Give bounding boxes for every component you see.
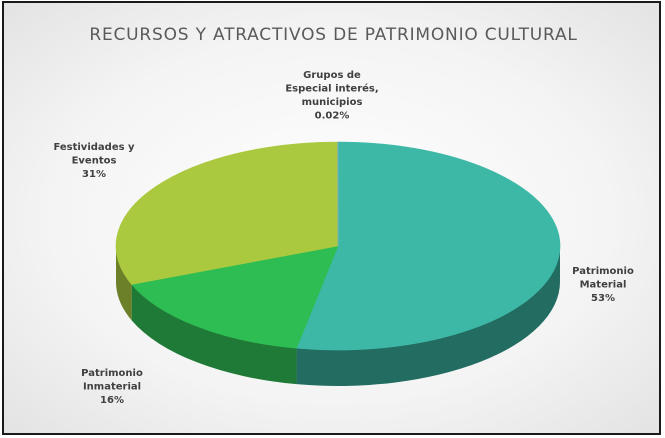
pie-side-patrimonio-material <box>296 246 561 386</box>
data-label-line: Especial interés, <box>285 83 378 95</box>
data-label-line: Patrimonio <box>572 266 634 277</box>
pie-side-festividades-y-eventos <box>116 246 132 321</box>
chart-title: RECURSOS Y ATRACTIVOS DE PATRIMONIO CULT… <box>89 25 578 45</box>
pie-slice-patrimonio-inmaterial <box>131 245 339 349</box>
data-label-festividades-y-eventos: Festividades y Eventos 31% <box>53 142 135 180</box>
pie-slice-patrimonio-material <box>296 141 561 351</box>
data-label-percent: 53% <box>591 293 615 304</box>
data-label-percent: 31% <box>82 169 106 180</box>
data-label-line: Material <box>580 280 627 291</box>
data-label-percent: 0.02% <box>315 111 350 122</box>
data-label-percent: 16% <box>100 395 124 406</box>
data-label-line: Inmaterial <box>83 382 141 393</box>
data-label-grupos-de-especial-interes-municipios: Grupos de Especial interés, municipios 0.02… <box>285 70 378 122</box>
data-label-line: Festividades y <box>53 142 135 153</box>
data-label-line: Grupos de <box>303 70 361 81</box>
pie-labels: Patrimonio Material 53% Patrimonio Inmateria… <box>53 70 634 406</box>
data-label-line: Eventos <box>72 156 117 167</box>
data-label-line: municipios <box>302 97 363 108</box>
data-label-line: Patrimonio <box>81 368 143 379</box>
pie-side-patrimonio-inmaterial <box>131 284 297 385</box>
pie-slice-festividades-y-eventos <box>115 141 339 285</box>
data-label-patrimonio-inmaterial: Patrimonio Inmaterial 16% <box>81 368 143 406</box>
pie-slices <box>115 141 561 386</box>
data-label-patrimonio-material: Patrimonio Material 53% <box>572 266 634 304</box>
